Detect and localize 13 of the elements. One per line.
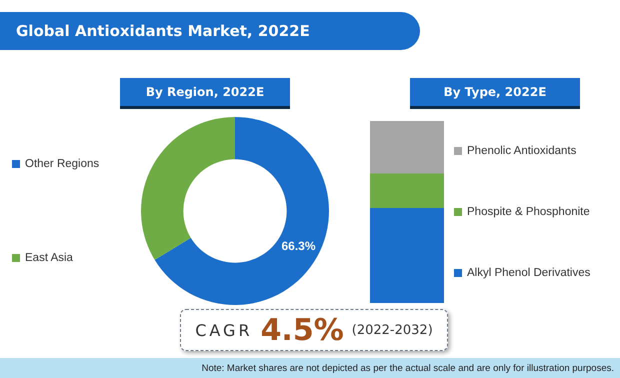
text: Note: Market shares are not depicted as per the actual scale and are only for illustration purposes. — [202, 362, 614, 374]
data-label: 66.3% — [281, 239, 316, 254]
text: Global Antioxidants Market, 2022E — [15, 22, 310, 40]
text: 4.5% — [260, 312, 344, 348]
legend-label: East Asia — [25, 252, 73, 264]
chart-title: By Region, 2022E — [120, 78, 290, 109]
text: CAGR — [195, 320, 253, 340]
legend-label: Alkyl Phenol Derivatives — [467, 266, 590, 279]
text: By Type, 2022E — [410, 78, 580, 109]
text: (2022-2032) — [352, 322, 433, 338]
legend-label: Other Regions — [25, 158, 100, 170]
legend-label: Phenolic Antioxidants — [467, 145, 576, 158]
legend-label: Phospite & Phosphonite — [467, 206, 590, 218]
